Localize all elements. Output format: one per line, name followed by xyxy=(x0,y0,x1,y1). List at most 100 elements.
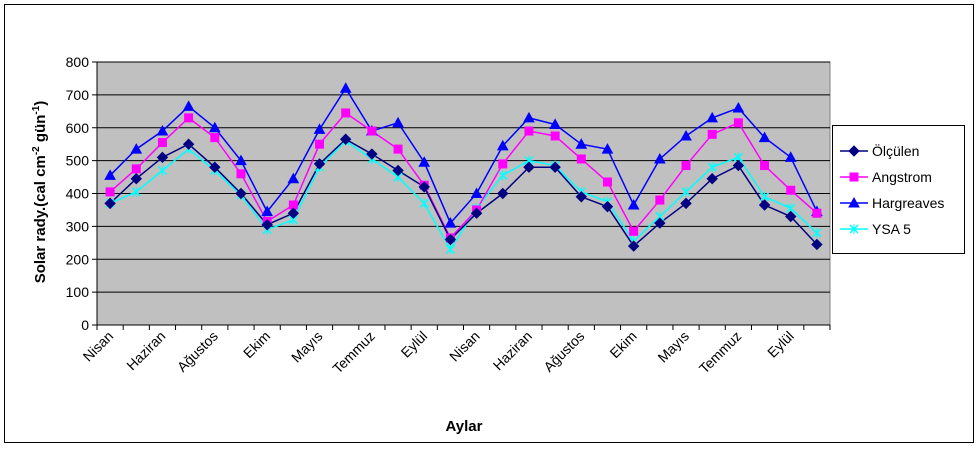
legend-marker xyxy=(848,196,860,208)
data-point xyxy=(157,138,167,148)
legend-label: Ölçülen xyxy=(872,142,919,159)
legend-marker xyxy=(849,224,859,234)
data-point xyxy=(627,240,640,252)
data-point xyxy=(498,159,508,169)
y-tick-label: 0 xyxy=(81,317,89,333)
data-point xyxy=(235,154,247,166)
data-point xyxy=(366,148,378,160)
data-point xyxy=(733,118,743,128)
y-axis-title: Solar rady.(cal cm-2 gün-1) xyxy=(31,101,49,284)
y-tick-label: 200 xyxy=(66,251,90,267)
data-point xyxy=(130,143,143,154)
data-point xyxy=(236,169,246,179)
data-point xyxy=(707,162,717,173)
data-point xyxy=(784,151,797,162)
data-point xyxy=(156,151,169,164)
y-axis-title-main: Solar rady.(cal cm xyxy=(32,155,49,283)
legend-marker xyxy=(848,145,860,157)
data-point xyxy=(523,161,535,173)
data-point xyxy=(367,126,377,136)
data-point xyxy=(131,186,141,197)
data-point xyxy=(706,172,718,185)
data-point xyxy=(707,129,717,139)
y-axis-title-sup2: -1 xyxy=(31,105,42,114)
data-point xyxy=(681,161,691,171)
data-point xyxy=(576,154,586,164)
data-point xyxy=(130,172,142,185)
y-axis-title-sup1: -2 xyxy=(31,146,42,155)
data-point xyxy=(629,226,639,236)
data-point xyxy=(444,217,457,228)
data-point xyxy=(758,199,771,211)
y-tick-label: 600 xyxy=(66,120,90,136)
series-markers xyxy=(104,82,823,255)
data-point xyxy=(105,187,115,197)
data-point xyxy=(131,164,141,174)
data-point xyxy=(182,138,195,150)
data-point xyxy=(497,187,509,200)
data-point xyxy=(157,165,167,176)
data-point xyxy=(812,208,822,218)
data-point xyxy=(313,123,326,134)
data-point xyxy=(182,100,195,111)
data-point xyxy=(393,144,403,154)
data-point xyxy=(602,177,612,187)
y-tick-label: 300 xyxy=(66,218,90,234)
legend-marker xyxy=(849,172,859,182)
series-line-Hargreaves xyxy=(109,86,818,225)
data-point xyxy=(812,227,822,238)
data-point xyxy=(760,161,770,171)
data-point xyxy=(208,121,221,133)
data-point xyxy=(498,170,508,181)
data-point xyxy=(601,200,614,213)
series-line-YSA 5 xyxy=(109,139,818,251)
data-point xyxy=(655,195,665,205)
y-tick-label: 100 xyxy=(66,284,90,300)
data-point xyxy=(104,169,116,180)
data-point xyxy=(786,185,796,195)
data-point xyxy=(601,143,614,154)
data-point xyxy=(550,131,560,141)
data-point xyxy=(156,125,169,136)
data-point xyxy=(339,82,352,93)
data-point xyxy=(339,133,352,145)
data-point xyxy=(706,111,719,123)
data-point xyxy=(315,139,325,149)
data-point xyxy=(261,219,273,231)
data-point xyxy=(758,131,771,143)
data-point xyxy=(470,187,483,198)
y-tick-label: 500 xyxy=(66,153,90,169)
legend: Ölçülen Angstrom Hargreaves YSA 5 xyxy=(840,142,944,237)
x-axis-title: Aylar xyxy=(446,418,483,435)
data-point xyxy=(785,210,797,223)
y-tick-label: 400 xyxy=(66,186,90,202)
series-lines xyxy=(109,86,818,251)
data-point xyxy=(496,139,509,151)
data-point xyxy=(654,217,666,229)
data-point xyxy=(549,161,561,173)
data-point xyxy=(444,233,457,246)
data-point xyxy=(313,158,326,170)
series-line-Ölçülen xyxy=(109,138,818,248)
legend-label: Hargreaves xyxy=(872,195,944,211)
data-point xyxy=(392,164,404,177)
data-point xyxy=(680,129,692,141)
y-axis-title-end: ) xyxy=(32,101,49,106)
legend-label: Angstrom xyxy=(872,169,932,185)
data-point xyxy=(575,138,588,149)
data-point xyxy=(732,101,745,113)
data-point xyxy=(549,118,561,129)
data-point xyxy=(341,108,351,118)
data-point xyxy=(811,238,823,251)
data-point xyxy=(184,113,194,123)
data-point xyxy=(732,159,745,172)
data-point xyxy=(287,207,300,219)
data-point xyxy=(653,152,666,164)
data-point xyxy=(418,156,431,167)
data-point xyxy=(419,198,429,209)
data-point xyxy=(287,172,300,184)
data-point xyxy=(261,205,274,217)
data-point xyxy=(445,244,455,255)
